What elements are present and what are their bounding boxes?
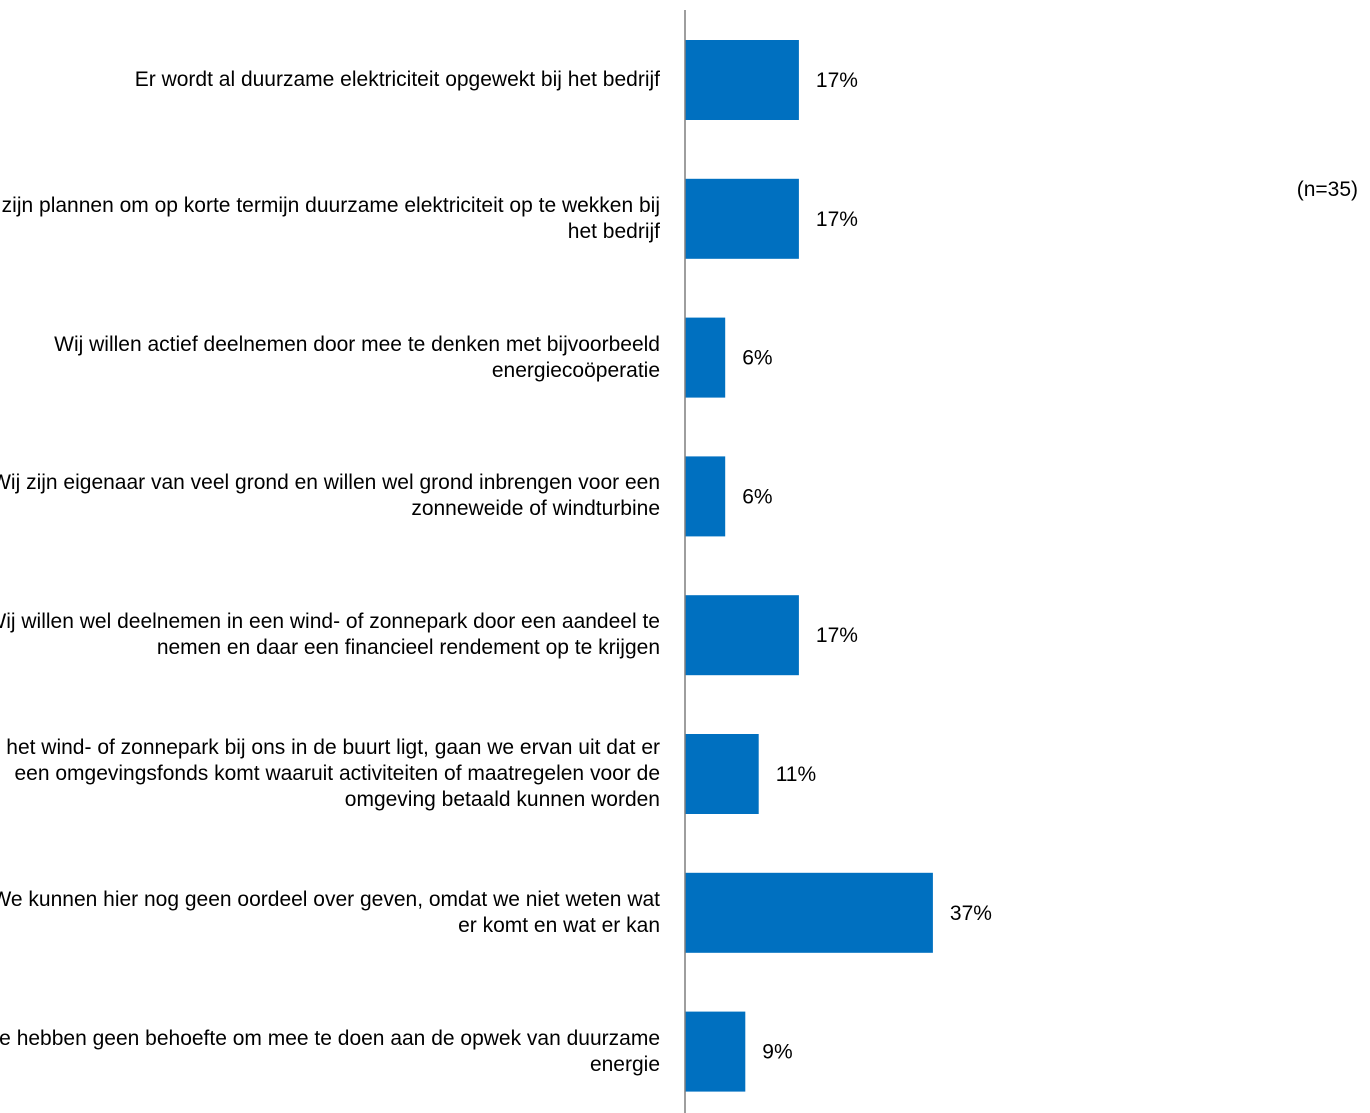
value-label-5: 17%	[816, 624, 858, 647]
bar-8	[685, 1011, 746, 1092]
value-label-6: 11%	[776, 763, 816, 786]
bar-5	[685, 595, 799, 676]
value-label-3: 6%	[742, 347, 772, 370]
category-label-1: Er wordt al duurzame elektriciteit opgew…	[134, 68, 660, 91]
category-label-6: Als het wind- of zonnepark bij ons in de…	[0, 736, 660, 811]
category-label-5: Wij willen wel deelnemen in een wind- of…	[0, 610, 660, 660]
category-label-4: Wij zijn eigenaar van veel grond en will…	[0, 471, 660, 521]
category-label-8: We hebben geen behoefte om mee te doen a…	[0, 1026, 660, 1076]
value-label-4: 6%	[742, 485, 772, 508]
value-label-1: 17%	[816, 69, 858, 92]
bar-2	[685, 178, 799, 259]
value-labels-layer: 17% 17% 6% 6% 17% 11% 37% 9%	[742, 69, 992, 1064]
value-label-8: 9%	[762, 1041, 792, 1064]
value-label-7: 37%	[950, 902, 992, 925]
bar-7	[685, 872, 933, 953]
bar-6	[685, 734, 759, 814]
bar-1	[685, 40, 799, 120]
category-label-2: Er zijn plannen om op korte termijn duur…	[0, 193, 660, 243]
category-label-7: We kunnen hier nog geen oordeel over gev…	[0, 887, 660, 937]
bars-layer	[685, 40, 933, 1092]
value-label-2: 17%	[816, 208, 858, 231]
bar-3	[685, 317, 726, 398]
sample-size-note: (n=35)	[1296, 178, 1358, 201]
category-label-3: Wij willen actief deelnemen door mee te …	[54, 332, 660, 382]
bar-4	[685, 456, 726, 537]
